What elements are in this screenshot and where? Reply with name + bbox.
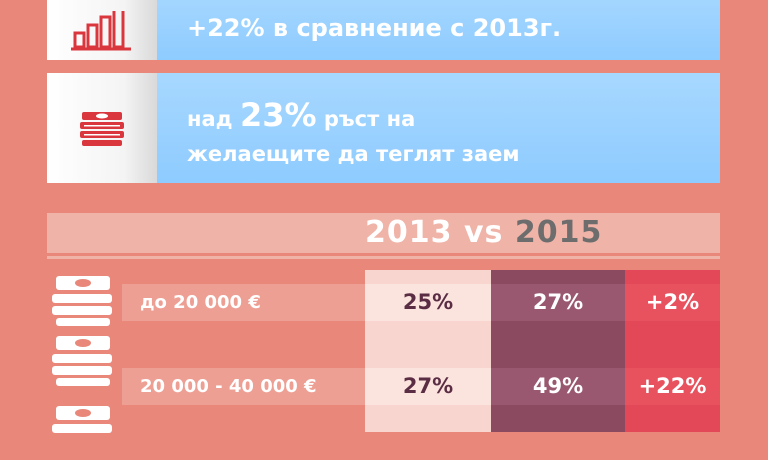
stat-line-1: над 23% ръст на (187, 91, 720, 139)
value-2015: 27% (532, 290, 584, 314)
stat-line1-rest: ръст на (316, 107, 416, 131)
stat-card-text: над 23% ръст на желаещите да теглят заем (157, 73, 720, 183)
row-label: 20 000 - 40 000 € (122, 368, 365, 405)
money-stack-icon (52, 336, 112, 386)
stat-highlight: 23% (239, 96, 317, 134)
card-icon-box (47, 0, 157, 60)
money-stack-icon (52, 276, 112, 326)
comparison-header-band (47, 213, 720, 259)
stat-card-loans: над 23% ръст на желаещите да теглят заем (47, 73, 720, 183)
stat-growth-text: +22% в сравнение с 2013г. (187, 14, 562, 42)
value-diff: +22% (638, 374, 707, 398)
stat-card-growth: +22% в сравнение с 2013г. (47, 0, 720, 60)
value-2015: 49% (532, 374, 584, 398)
bar-chart-icon (71, 11, 131, 51)
value-2013: 25% (402, 290, 454, 314)
row-band (365, 284, 491, 321)
value-2013: 27% (402, 374, 454, 398)
money-stack-icon (52, 406, 112, 433)
vs-label: vs (463, 215, 504, 250)
year-b: 2015 (514, 215, 603, 250)
stat-line-2: желаещите да теглят заем (187, 142, 520, 166)
row-band (365, 368, 491, 405)
stat-prefix: над (187, 107, 240, 131)
year-a: 2013 (365, 215, 453, 250)
comparison-title: 2013 vs 2015 (365, 213, 602, 253)
money-stack-icon (80, 112, 124, 146)
stat-card-text: +22% в сравнение с 2013г. (157, 0, 720, 60)
value-diff: +2% (645, 290, 700, 314)
row-band (491, 368, 625, 405)
row-band (491, 284, 625, 321)
row-band (625, 284, 720, 321)
row-band (625, 368, 720, 405)
card-icon-box (47, 73, 157, 183)
row-label: до 20 000 € (122, 284, 365, 321)
